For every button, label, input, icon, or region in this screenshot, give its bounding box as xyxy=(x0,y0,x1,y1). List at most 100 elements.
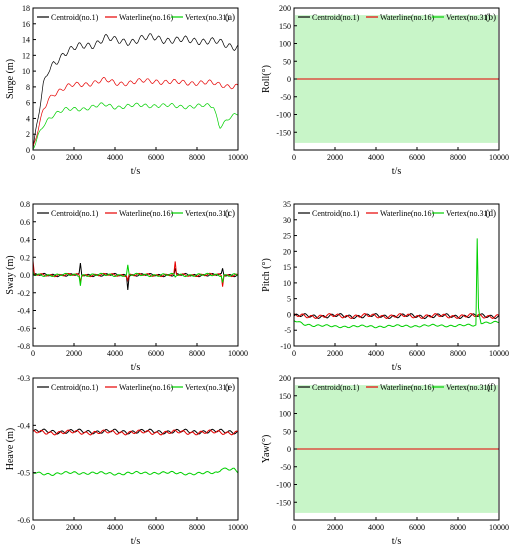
x-tick-label: 0 xyxy=(31,349,35,358)
legend-label: Vertex(no.31) xyxy=(185,383,230,392)
legend-label: Centroid(no.1) xyxy=(51,209,99,218)
plot-frame xyxy=(32,7,239,151)
y-tick-label: 30 xyxy=(283,216,291,225)
y-tick-label: -50 xyxy=(280,93,291,102)
y-tick-label: 0 xyxy=(26,146,30,155)
x-axis-label: t/s xyxy=(392,362,402,373)
y-tick-label: 100 xyxy=(279,40,291,49)
y-tick-label: 50 xyxy=(283,427,291,436)
y-tick-label: -150 xyxy=(276,128,291,137)
chart-panel-4: 0 2000 4000 6000 8000 10000 -10 -5 0 5 10 15 20 25 30 3… xyxy=(261,200,509,373)
x-axis-label: t/s xyxy=(392,536,402,547)
x-tick-label: 6000 xyxy=(409,349,425,358)
x-axis-label: t/s xyxy=(131,536,141,547)
x-tick-label: 0 xyxy=(31,523,35,532)
panel-tag: (e) xyxy=(225,382,235,392)
x-tick-label: 2000 xyxy=(66,523,82,532)
x-tick-label: 2000 xyxy=(327,349,343,358)
panel-tag: (d) xyxy=(486,208,497,218)
x-tick-label: 0 xyxy=(292,523,296,532)
panel-tag: (a) xyxy=(225,12,235,22)
y-tick-label: -0.6 xyxy=(17,324,30,333)
chart-panel-5: 0 2000 4000 6000 8000 10000 -0.6 -0.5 -0.4 -0.3 t/… xyxy=(5,374,248,547)
legend-label: Waterline(no.16) xyxy=(380,209,435,218)
x-tick-label: 4000 xyxy=(368,349,384,358)
y-tick-label: 200 xyxy=(279,4,291,13)
series-line-2 xyxy=(32,77,239,147)
y-tick-label: 0.6 xyxy=(20,218,30,227)
y-axis-label: Sway (m) xyxy=(5,255,16,294)
y-tick-label: 15 xyxy=(283,263,291,272)
legend-label: Vertex(no.31) xyxy=(185,209,230,218)
legend-label: Vertex(no.31) xyxy=(446,209,491,218)
y-tick-label: -0.6 xyxy=(17,516,30,525)
legend-label: Centroid(no.1) xyxy=(312,13,360,22)
x-tick-label: 2000 xyxy=(327,153,343,162)
x-tick-label: 10000 xyxy=(489,523,509,532)
series-line-1 xyxy=(32,33,239,151)
y-axis-label: Surge (m) xyxy=(5,59,16,99)
x-tick-label: 2000 xyxy=(66,349,82,358)
series-line-3 xyxy=(293,238,500,329)
legend-label: Waterline(no.16) xyxy=(119,383,174,392)
y-tick-label: 100 xyxy=(279,410,291,419)
x-tick-label: 0 xyxy=(292,349,296,358)
plot-frame xyxy=(293,203,500,347)
y-axis-label: Pitch (°) xyxy=(261,258,272,292)
y-tick-label: 5 xyxy=(287,295,291,304)
y-tick-label: 12 xyxy=(22,51,30,60)
y-tick-label: 50 xyxy=(283,57,291,66)
plot-frame xyxy=(32,377,239,521)
x-axis-label: t/s xyxy=(131,166,141,177)
legend-label: Centroid(no.1) xyxy=(312,209,360,218)
y-tick-label: -0.5 xyxy=(17,469,30,478)
legend-label: Centroid(no.1) xyxy=(51,383,99,392)
x-tick-label: 10000 xyxy=(228,153,248,162)
legend-label: Waterline(no.16) xyxy=(380,13,435,22)
y-axis-label: Yaw(°) xyxy=(261,435,272,464)
series-line-2 xyxy=(32,429,239,436)
series-line-1 xyxy=(32,262,239,290)
series-line-3 xyxy=(32,102,239,150)
y-tick-label: 6 xyxy=(26,99,30,108)
x-tick-label: 6000 xyxy=(148,349,164,358)
x-tick-label: 6000 xyxy=(409,523,425,532)
y-tick-label: 0.4 xyxy=(20,236,30,245)
series-line-3 xyxy=(32,264,239,286)
y-tick-label: -0.4 xyxy=(17,307,30,316)
y-tick-label: 10 xyxy=(22,67,30,76)
x-tick-label: 4000 xyxy=(368,523,384,532)
x-tick-label: 4000 xyxy=(107,153,123,162)
y-tick-label: 35 xyxy=(283,200,291,209)
chart-panel-3: 0 2000 4000 6000 8000 10000 -0.8 -0.6 -0.4 -0.2 0.… xyxy=(5,200,248,373)
y-tick-label: 18 xyxy=(22,4,30,13)
x-tick-label: 8000 xyxy=(450,349,466,358)
y-axis-label: Roll(°) xyxy=(261,65,272,93)
x-tick-label: 10000 xyxy=(489,153,509,162)
y-tick-label: 0 xyxy=(287,445,291,454)
x-axis-label: t/s xyxy=(392,166,402,177)
panel-tag: (c) xyxy=(225,208,235,218)
x-tick-label: 6000 xyxy=(409,153,425,162)
y-tick-label: -10 xyxy=(280,342,291,351)
x-tick-label: 8000 xyxy=(450,153,466,162)
x-tick-label: 0 xyxy=(292,153,296,162)
y-tick-label: 8 xyxy=(26,83,30,92)
y-tick-label: -0.2 xyxy=(17,289,30,298)
y-tick-label: -100 xyxy=(276,481,291,490)
legend-label: Centroid(no.1) xyxy=(51,13,99,22)
y-tick-label: -100 xyxy=(276,111,291,120)
y-tick-label: 20 xyxy=(283,247,291,256)
y-tick-label: 0 xyxy=(287,75,291,84)
x-tick-label: 8000 xyxy=(189,523,205,532)
legend-label: Vertex(no.31) xyxy=(185,13,230,22)
y-tick-label: 16 xyxy=(22,20,30,29)
chart-panel-1: 0 2000 4000 6000 8000 10000 0 2 4 6 8 10 12 14 16 18 t/s… xyxy=(5,4,248,177)
series-line-2 xyxy=(293,312,500,320)
y-tick-label: 0.2 xyxy=(20,253,30,262)
series-line-3 xyxy=(32,467,239,477)
series-line-1 xyxy=(293,313,500,320)
legend-label: Vertex(no.31) xyxy=(446,383,491,392)
y-tick-label: 150 xyxy=(279,22,291,31)
y-tick-label: 10 xyxy=(283,279,291,288)
